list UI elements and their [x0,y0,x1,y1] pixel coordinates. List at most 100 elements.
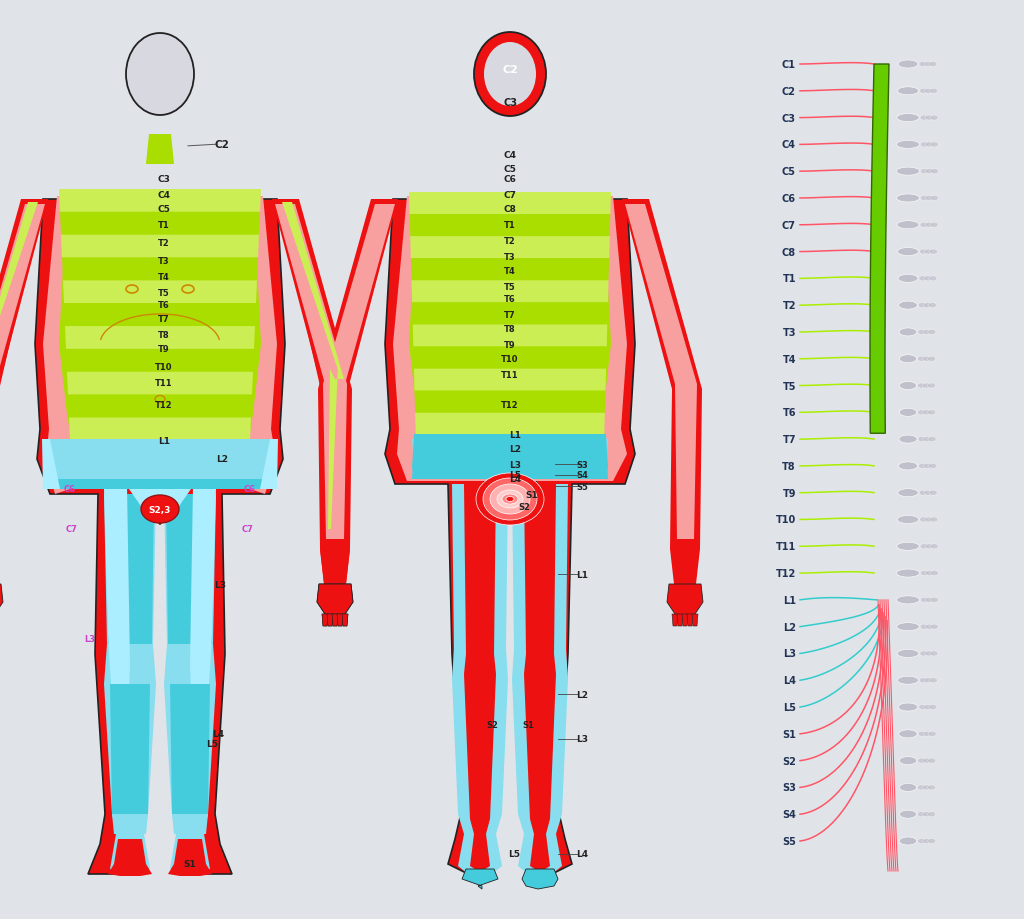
Polygon shape [0,584,3,618]
Polygon shape [0,199,43,400]
Ellipse shape [924,277,932,281]
Ellipse shape [923,357,931,362]
Polygon shape [322,614,328,627]
Polygon shape [146,135,174,165]
Text: L2: L2 [575,690,588,698]
Polygon shape [672,614,678,627]
Polygon shape [342,614,348,627]
Ellipse shape [923,785,931,790]
Text: T12: T12 [156,400,173,409]
Text: T5: T5 [504,282,516,291]
Text: C7: C7 [782,221,796,231]
Text: T4: T4 [158,272,170,281]
Text: T2: T2 [504,236,516,245]
Polygon shape [409,193,611,215]
Ellipse shape [502,494,518,505]
Text: L2: L2 [509,445,521,454]
Text: T9: T9 [782,488,796,498]
Ellipse shape [925,678,932,683]
Polygon shape [385,199,635,874]
Ellipse shape [898,489,919,497]
Ellipse shape [918,357,926,362]
Polygon shape [687,614,693,627]
Ellipse shape [925,223,933,228]
Ellipse shape [924,464,932,469]
Ellipse shape [930,625,938,630]
Polygon shape [272,199,352,584]
Ellipse shape [920,223,928,228]
Polygon shape [278,199,350,400]
Polygon shape [512,484,568,874]
Ellipse shape [928,357,936,362]
Polygon shape [415,414,605,436]
Ellipse shape [926,571,934,576]
Polygon shape [0,199,48,584]
Ellipse shape [926,544,933,550]
Ellipse shape [899,436,918,444]
Polygon shape [682,614,688,627]
Text: L3: L3 [509,460,521,469]
Text: C6: C6 [65,485,76,494]
Polygon shape [59,190,261,212]
Ellipse shape [898,462,918,471]
Text: C5: C5 [504,165,516,175]
Polygon shape [63,281,257,304]
Text: C2: C2 [782,86,796,96]
Polygon shape [322,614,328,627]
Text: S4: S4 [577,471,588,480]
Polygon shape [70,441,250,464]
Text: C2: C2 [215,140,229,150]
Polygon shape [411,259,609,281]
Polygon shape [393,197,627,482]
Text: C1: C1 [782,60,796,70]
Polygon shape [172,814,208,834]
Polygon shape [677,614,683,627]
Ellipse shape [898,703,918,711]
Text: S2,3: S2,3 [148,505,171,514]
Text: T7: T7 [504,311,516,319]
Ellipse shape [897,142,920,149]
Polygon shape [692,614,698,627]
Ellipse shape [141,495,179,524]
Ellipse shape [899,757,916,765]
Polygon shape [166,494,214,644]
Polygon shape [342,614,348,627]
Polygon shape [417,458,603,480]
Ellipse shape [921,597,929,603]
Polygon shape [282,203,344,529]
Ellipse shape [490,484,530,515]
Ellipse shape [899,837,916,845]
Text: C6: C6 [244,485,256,494]
Ellipse shape [930,652,938,656]
Text: C7: C7 [242,525,254,534]
Ellipse shape [497,491,523,508]
Text: L1: L1 [158,437,170,446]
Text: C6: C6 [504,176,516,185]
Polygon shape [462,869,498,889]
Ellipse shape [921,625,929,630]
Ellipse shape [897,516,919,524]
Ellipse shape [921,116,928,121]
Text: C5: C5 [782,167,796,177]
Polygon shape [412,439,608,480]
Polygon shape [68,395,252,418]
Text: T8: T8 [504,325,516,335]
Ellipse shape [926,597,934,603]
Ellipse shape [930,678,937,683]
Ellipse shape [928,838,936,844]
Ellipse shape [483,479,537,520]
Polygon shape [35,199,285,874]
Ellipse shape [920,678,928,683]
Polygon shape [622,199,702,584]
Ellipse shape [924,732,931,736]
Ellipse shape [897,195,920,203]
Ellipse shape [930,116,938,121]
Text: L3: L3 [575,734,588,743]
Ellipse shape [899,409,916,417]
Text: L4: L4 [212,730,224,739]
Polygon shape [323,205,395,539]
Text: S1: S1 [525,490,539,499]
Text: S3: S3 [577,460,588,469]
Text: T1: T1 [158,221,170,229]
Ellipse shape [923,838,931,844]
